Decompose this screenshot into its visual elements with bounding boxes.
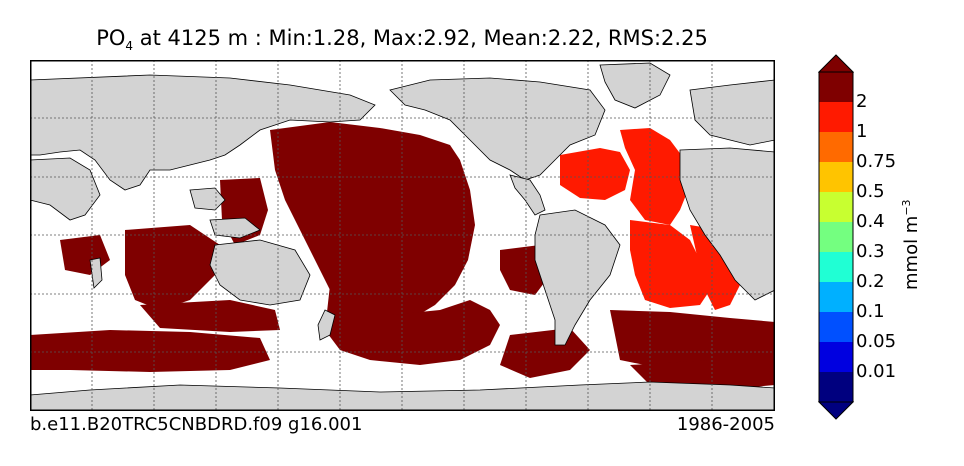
colorbar-segment xyxy=(819,342,853,372)
colorbar-segment xyxy=(819,312,853,342)
colorbar-tick-label: 0.4 xyxy=(856,211,885,232)
colorbar-segment xyxy=(819,282,853,312)
colorbar-segment xyxy=(819,132,853,162)
colorbar-tick-label: 0.2 xyxy=(856,271,885,292)
mid-value-regions xyxy=(560,128,740,310)
colorbar-segment xyxy=(819,222,853,252)
colorbar-frame xyxy=(818,71,854,403)
colorbar-tick-label: 0.05 xyxy=(856,331,897,352)
colorbar-unit: mmol m−3 xyxy=(900,199,922,290)
colorbar-segment xyxy=(819,102,853,132)
time-period: 1986-2005 xyxy=(676,414,775,435)
colorbar-segment xyxy=(819,72,853,102)
case-name: b.e11.B20TRC5CNBDRD.f09 g16.001 xyxy=(30,414,363,435)
colorbar-tick-label: 0.5 xyxy=(856,181,885,202)
colorbar xyxy=(818,54,854,420)
colorbar-segment xyxy=(819,372,853,402)
world-map xyxy=(30,60,775,411)
colorbar-tick-label: 0.01 xyxy=(856,361,897,382)
colorbar-segment xyxy=(819,162,853,192)
colorbar-segment xyxy=(819,252,853,282)
graticule xyxy=(30,60,775,411)
colorbar-tick-label: 1 xyxy=(856,121,868,142)
colorbar-segment xyxy=(819,192,853,222)
colorbar-extend-bottom xyxy=(818,401,854,420)
colorbar-extend-top xyxy=(818,54,854,73)
map-frame xyxy=(30,60,775,411)
plot-title: PO4 at 4125 m : Min:1.28, Max:2.92, Mean… xyxy=(96,26,708,54)
colorbar-tick-label: 2 xyxy=(856,91,868,112)
colorbar-tick-label: 0.75 xyxy=(856,151,897,172)
colorbar-tick-label: 0.3 xyxy=(856,241,885,262)
colorbar-tick-label: 0.1 xyxy=(856,301,885,322)
